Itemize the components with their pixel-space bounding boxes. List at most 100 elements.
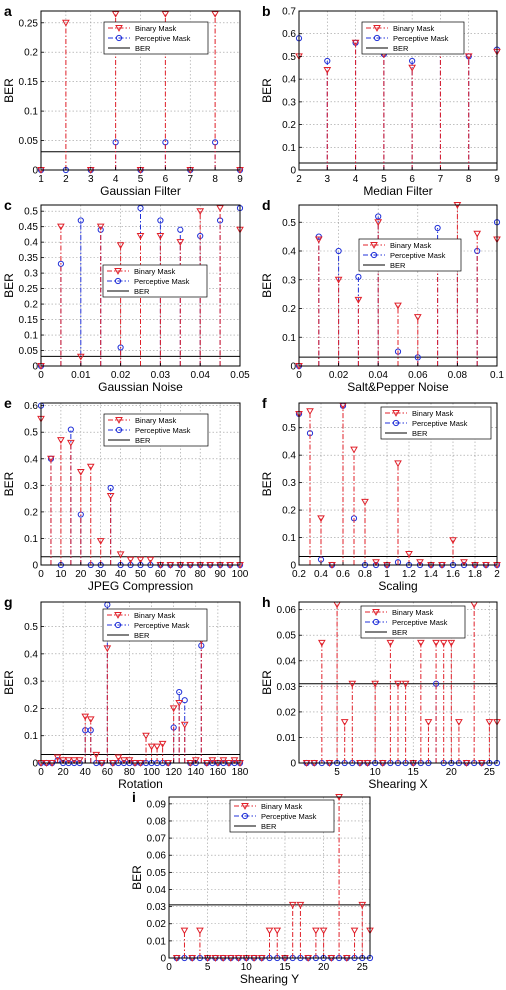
binary-marker [158, 740, 167, 748]
legend-marker-binary [372, 609, 380, 616]
y-axis-label: BER [260, 273, 274, 298]
x-tick-label: 0.03 [151, 370, 171, 381]
legend-marker-binary [241, 803, 249, 810]
y-tick-label: 0.5 [282, 218, 296, 229]
plot-frame [40, 601, 241, 764]
y-tick-label: 0.1 [24, 107, 38, 118]
y-tick-label: 0.06 [147, 851, 167, 862]
y-tick-label: 0.01 [147, 936, 167, 947]
x-tick-label: 100 [143, 767, 160, 778]
binary-marker [120, 757, 128, 765]
legend-label-binary: Binary Mask [261, 802, 303, 811]
x-tick-label: 8 [466, 174, 472, 185]
x-tick-label: 5 [381, 174, 387, 185]
binary-marker [296, 901, 305, 909]
binary-marker [372, 559, 380, 567]
binary-marker [57, 437, 65, 444]
y-tick-label: 0 [32, 166, 38, 177]
x-tick-label: 140 [187, 767, 204, 778]
y-tick-label: 0.5 [282, 52, 296, 63]
legend-label-ber: BER [261, 822, 277, 831]
y-tick-label: 0.2 [282, 506, 296, 517]
perceptive-marker [324, 57, 331, 65]
y-tick-label: 0.2 [24, 300, 38, 311]
panel-letter: e [4, 395, 12, 411]
legend-label-ber: BER [134, 287, 150, 296]
legend-marker-binary [392, 410, 400, 417]
legend-marker-binary [114, 612, 122, 619]
x-tick-label: 0.04 [190, 370, 210, 381]
binary-marker [219, 757, 228, 765]
panel-b: 2 3 4 5 6 7 8 9 0 0.1 0.2 0.3 0.4 0.5 0.6 0.7 Median Fil… [260, 3, 501, 198]
x-tick-label: 1.8 [468, 569, 482, 580]
perceptive-marker [177, 226, 184, 233]
binary-marker [312, 927, 320, 935]
binary-marker [361, 498, 369, 506]
panel-letter: c [4, 197, 12, 213]
binary-marker [473, 230, 482, 238]
legend-label-perceptive: Perceptive Mask [261, 812, 317, 821]
x-tick-label: 0 [38, 767, 44, 778]
panel-letter: i [132, 789, 136, 805]
binary-marker [53, 754, 62, 762]
x-tick-label: 10 [55, 569, 67, 580]
binary-marker [62, 19, 70, 27]
legend-label-ber: BER [390, 261, 406, 270]
x-tick-label: 20 [446, 767, 458, 778]
x-tick-label: 20 [318, 962, 330, 973]
legend-label-binary: Binary Mask [412, 409, 454, 418]
binary-marker [350, 446, 358, 454]
x-tick-label: 40 [80, 767, 92, 778]
y-tick-label: 0.25 [19, 18, 39, 29]
x-tick-label: 1 [38, 174, 44, 185]
panel-g: 0 20 40 60 80 100 120 140 160 180 0 0.1 0.2 0.3 0.4 0.5… [2, 594, 249, 791]
legend-label-perceptive: Perceptive Mask [134, 621, 190, 630]
x-tick-label: 0.01 [71, 370, 91, 381]
perceptive-marker [57, 260, 65, 267]
x-tick-label: 20 [75, 569, 87, 580]
x-tick-label: 2 [494, 569, 500, 580]
y-axis-label: BER [130, 865, 144, 890]
x-tick-label: 80 [195, 569, 207, 580]
y-tick-label: 0.02 [147, 919, 167, 930]
binary-marker [136, 556, 145, 564]
y-tick-label: 0.4 [282, 451, 296, 462]
binary-marker [394, 680, 402, 688]
x-tick-label: 4 [113, 174, 119, 185]
legend-label-ber: BER [393, 44, 409, 53]
y-tick-label: 0.15 [19, 77, 39, 88]
x-tick-label: 0 [296, 370, 302, 381]
x-tick-label: 180 [232, 767, 249, 778]
binary-marker [47, 455, 55, 463]
x-tick-label: 9 [494, 174, 500, 185]
y-tick-label: 0.15 [19, 315, 39, 326]
y-tick-label: 0.04 [277, 656, 297, 667]
binary-marker [180, 927, 189, 935]
x-tick-label: 50 [135, 569, 147, 580]
plot-frame [168, 796, 371, 959]
binary-marker [216, 205, 224, 212]
binary-marker [460, 559, 468, 567]
x-axis-label: Scaling [378, 579, 417, 593]
grid [41, 602, 240, 763]
legend-marker-perceptive [373, 34, 381, 42]
x-tick-label: 0 [38, 569, 44, 580]
y-axis-label: BER [260, 471, 274, 496]
binary-marker [169, 705, 178, 713]
binary-marker [334, 276, 343, 284]
legend-label-perceptive: Perceptive Mask [392, 618, 448, 627]
perceptive-marker [77, 217, 84, 224]
legend-label-ber: BER [135, 44, 151, 53]
x-axis-label: Median Filter [363, 184, 432, 198]
y-axis-label: BER [260, 78, 274, 103]
perceptive-marker [434, 224, 441, 232]
panel-d: 0 0.02 0.04 0.06 0.08 0.1 0 0.1 0.2 0.3 0.4 0.5 Salt… [260, 197, 504, 394]
panel-letter: h [262, 594, 271, 610]
y-tick-label: 0.1 [282, 533, 296, 544]
binary-marker [350, 927, 359, 935]
legend-label-perceptive: Perceptive Mask [390, 251, 446, 260]
